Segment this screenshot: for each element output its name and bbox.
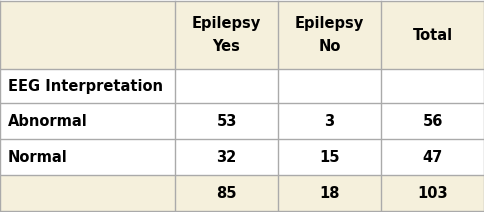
Bar [175,103,278,139]
Bar [381,175,484,211]
Bar [0,103,175,139]
Text: 53: 53 [216,113,237,128]
Bar [381,103,484,139]
Bar [381,69,484,103]
Bar [175,139,278,175]
Text: EEG Interpretation: EEG Interpretation [8,78,163,93]
Bar [175,69,278,103]
Text: 15: 15 [319,149,340,165]
Text: Total: Total [412,28,453,42]
Text: 3: 3 [324,113,334,128]
Bar [0,1,175,69]
Bar [0,175,175,211]
Bar [175,1,278,69]
Text: 85: 85 [216,186,237,201]
Bar [0,139,175,175]
Bar [278,69,381,103]
Bar [0,69,175,103]
Text: 18: 18 [319,186,340,201]
Text: Abnormal: Abnormal [8,113,88,128]
Text: 56: 56 [423,113,443,128]
Text: Normal: Normal [8,149,68,165]
Bar [278,175,381,211]
Bar [278,139,381,175]
Bar [278,1,381,69]
Bar [381,139,484,175]
Text: Epilepsy
Yes: Epilepsy Yes [192,16,261,54]
Text: Epilepsy
No: Epilepsy No [295,16,364,54]
Text: 32: 32 [216,149,237,165]
Bar [381,1,484,69]
Bar [175,175,278,211]
Bar [278,103,381,139]
Text: 103: 103 [417,186,448,201]
Text: 47: 47 [423,149,443,165]
